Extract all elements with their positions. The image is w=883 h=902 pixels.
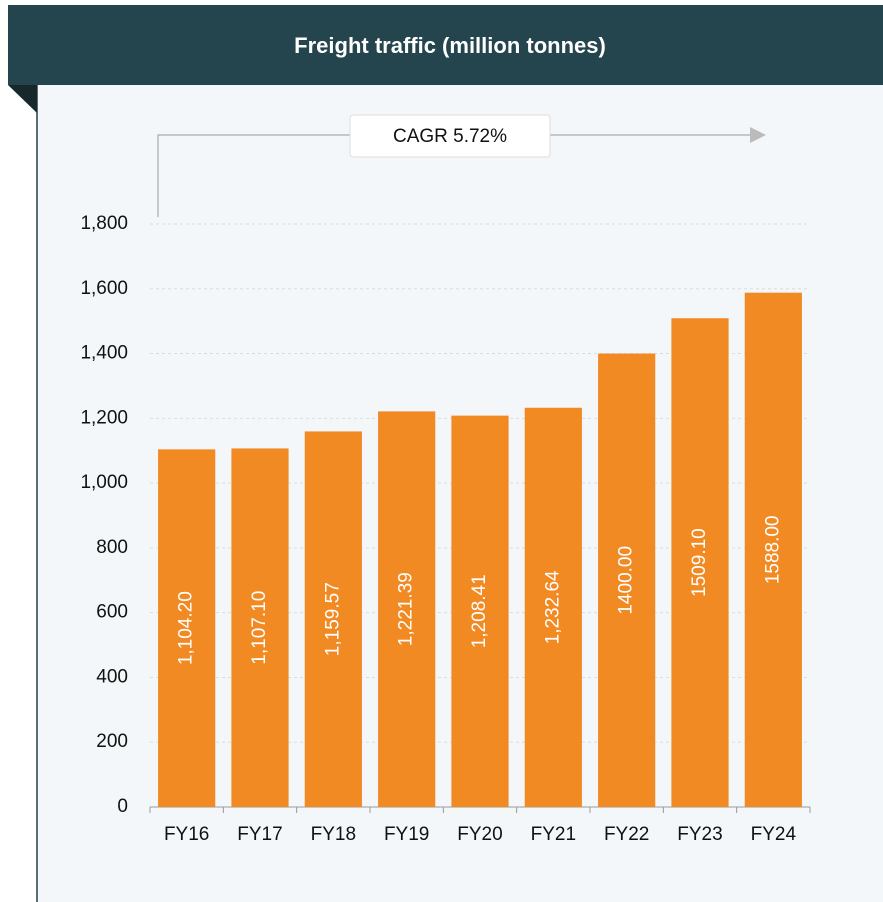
y-tick-label: 400 (96, 666, 128, 687)
x-tick-label: FY16 (164, 824, 209, 845)
arrow-head (750, 127, 766, 143)
data-label: 1,208.41 (469, 574, 490, 648)
data-label: 1,107.10 (249, 591, 270, 665)
bar (158, 449, 216, 807)
bar (598, 353, 656, 807)
bar (744, 292, 802, 808)
x-tick-label: FY24 (751, 824, 797, 845)
data-label: 1,104.20 (176, 591, 197, 665)
x-tick-label: FY22 (604, 824, 649, 845)
y-tick-label: 800 (96, 537, 128, 558)
y-tick-label: 1,000 (80, 472, 128, 493)
annotation: CAGR 5.72% (393, 126, 507, 147)
y-tick-label: 1,800 (80, 213, 128, 234)
bar (378, 411, 436, 807)
annotation-box (349, 114, 551, 158)
x-tick-label: FY21 (531, 824, 576, 845)
y-tick-label: 1,600 (80, 278, 128, 299)
y-tick-label: 1,400 (80, 343, 128, 364)
data-label: 1,232.64 (542, 570, 563, 644)
data-label: 1,159.57 (322, 582, 343, 656)
data-label: 1,221.39 (396, 572, 417, 646)
y-tick-label: 1,200 (80, 407, 128, 428)
data-label: 1509.10 (689, 528, 710, 597)
bar (304, 431, 362, 807)
fold (8, 85, 37, 113)
y-tick-label: 0 (117, 796, 128, 817)
x-tick-label: FY23 (677, 824, 722, 845)
x-tick-label: FY18 (311, 824, 356, 845)
y-tick-label: 200 (96, 731, 128, 752)
bar (671, 318, 729, 807)
chart-title: Freight traffic (million tonnes) (294, 33, 606, 58)
y-tick-label: 600 (96, 602, 128, 623)
bar (231, 448, 289, 807)
cagr-arrow (157, 134, 752, 217)
bar (524, 407, 582, 807)
x-tick-label: FY17 (237, 824, 282, 845)
data-label: 1400.00 (616, 546, 637, 615)
bar (451, 415, 509, 807)
header (8, 5, 883, 85)
x-tick-label: FY20 (457, 824, 502, 845)
data-label: 1588.00 (762, 515, 783, 584)
x-tick-label: FY19 (384, 824, 429, 845)
